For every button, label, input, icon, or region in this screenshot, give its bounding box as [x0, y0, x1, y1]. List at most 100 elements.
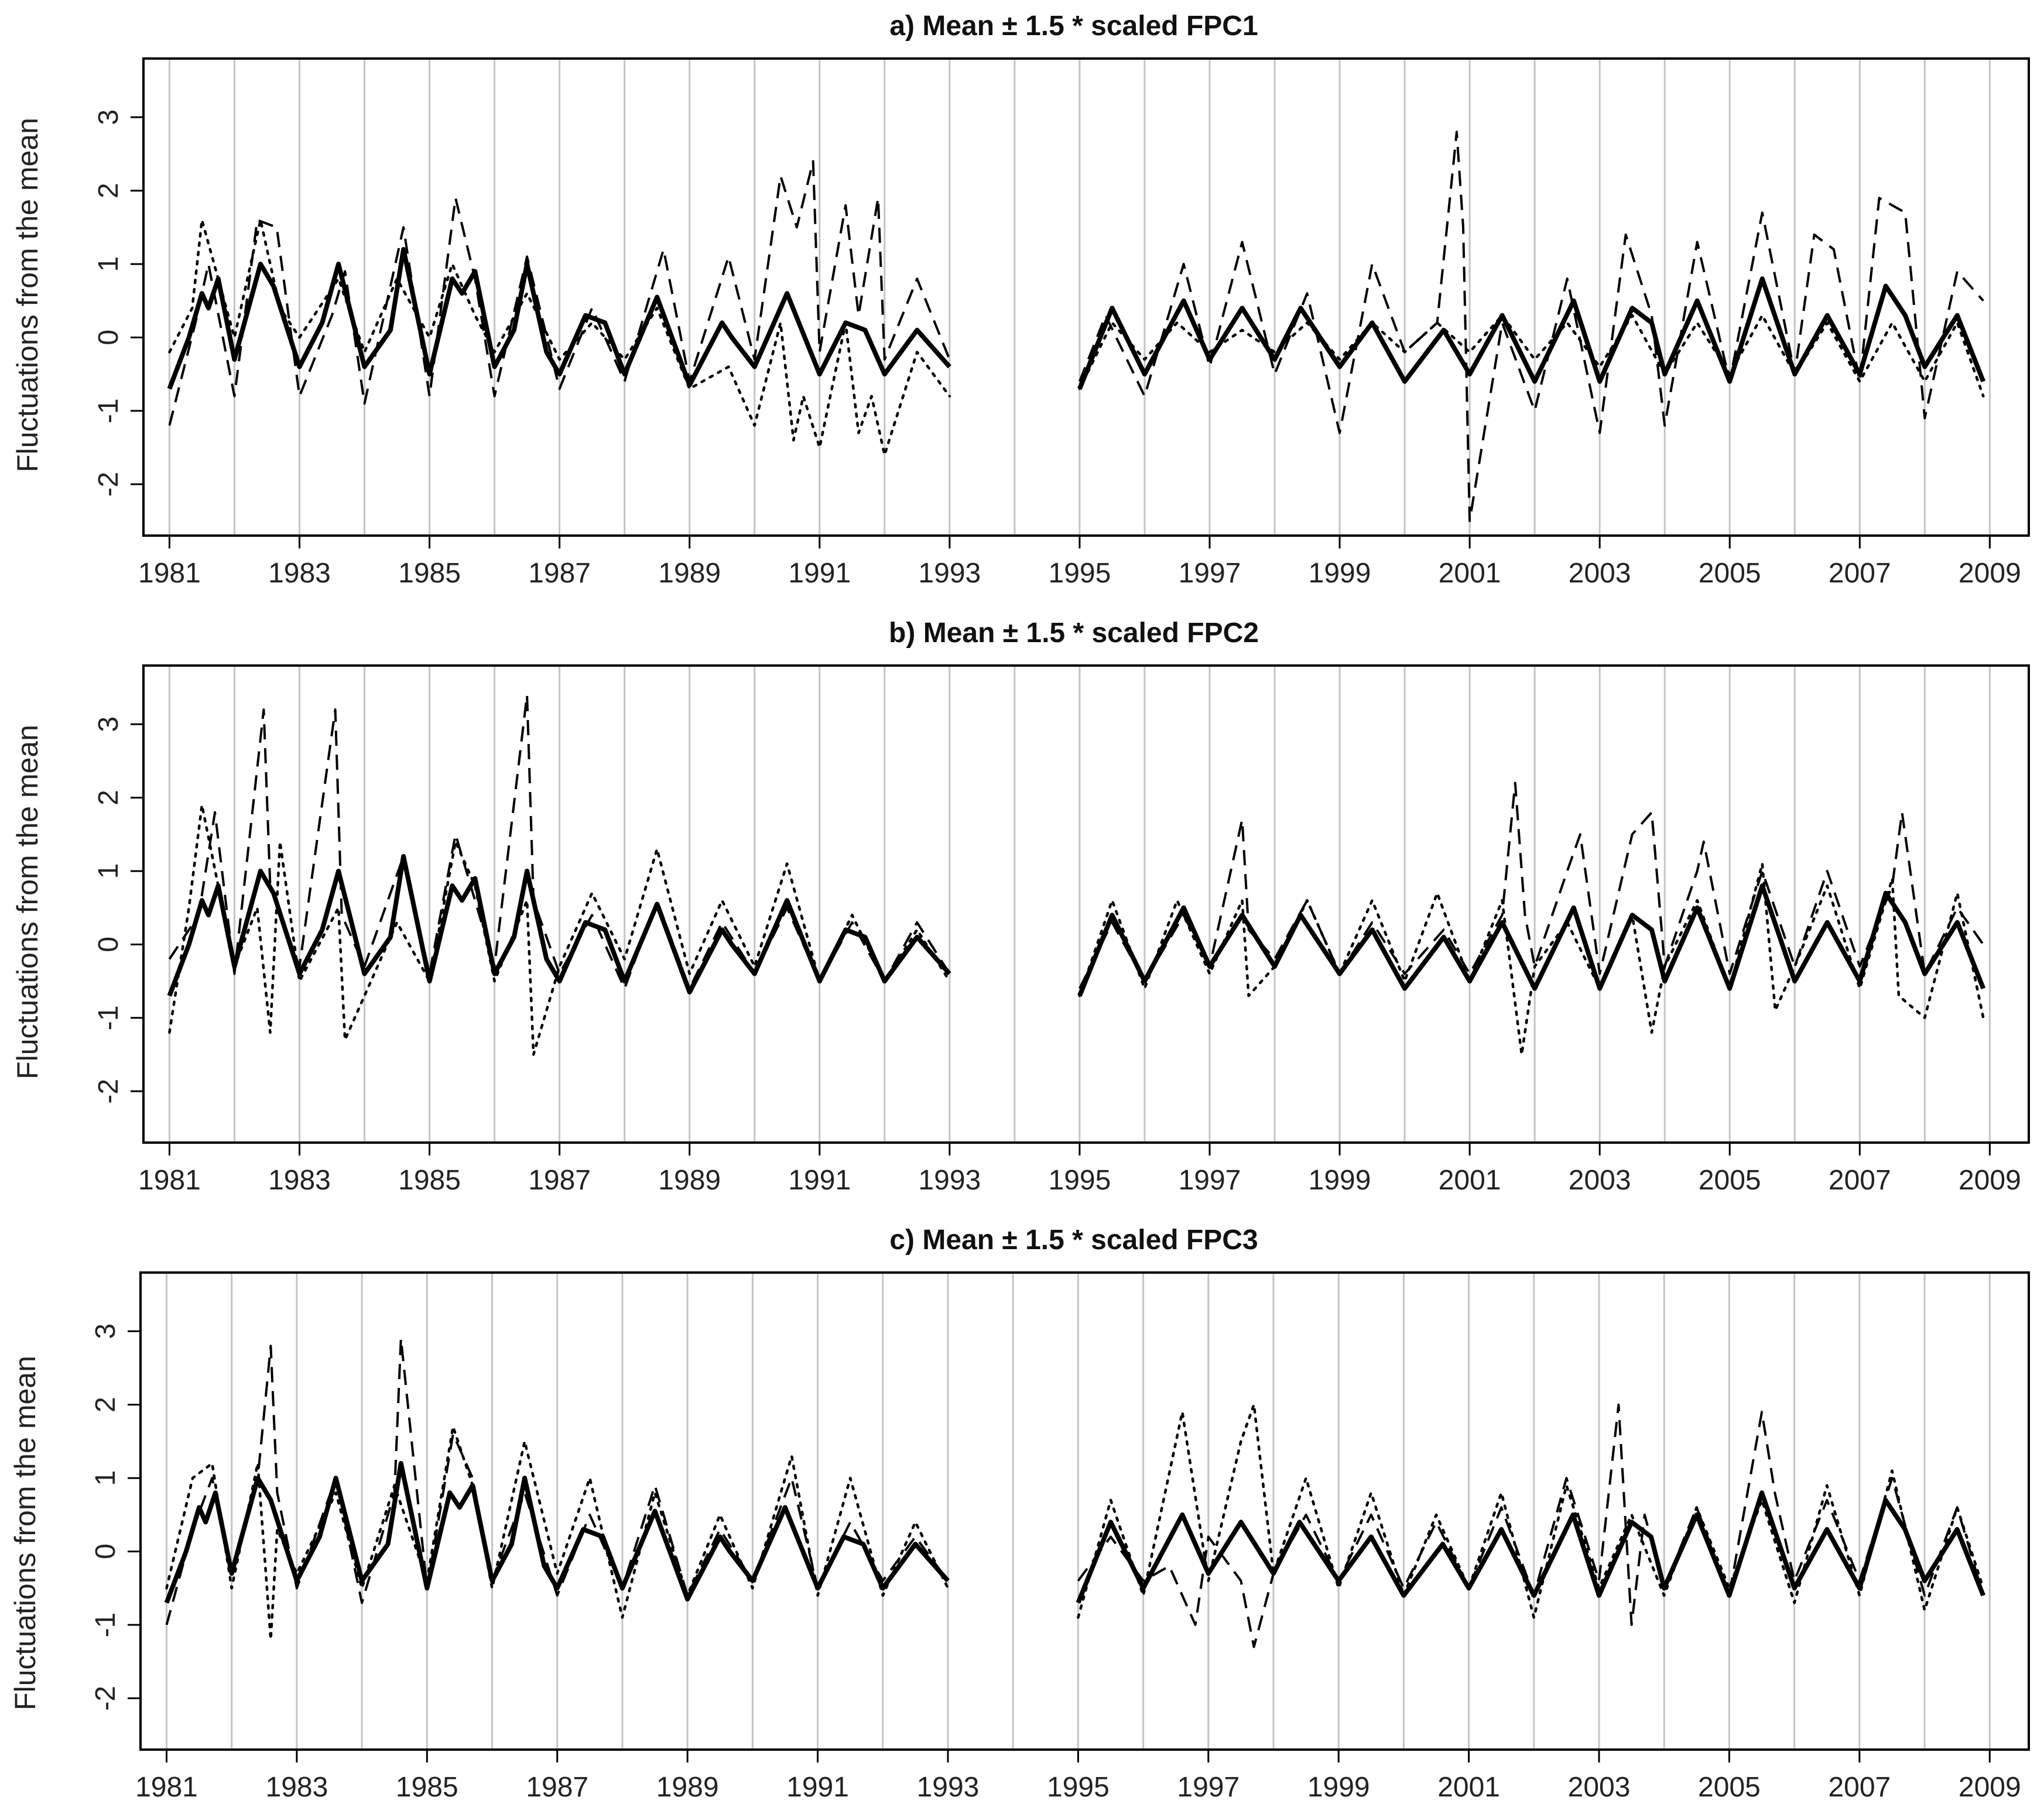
panel-b-x-axis: 1981 1983 1985 1987 1989 1991 1993 1995 1997 1999… [138, 1143, 2021, 1196]
panel-c-y-axis: -2 -1 0 1 2 3 [90, 1323, 141, 1711]
panel-a-ytick-label--1: -1 [93, 399, 124, 424]
panel-a-series-dashed-segment-2 [1079, 131, 1984, 522]
panel-c-xtick-label-1997: 1997 [1177, 1772, 1240, 1803]
panel-a-xtick-label-2005: 2005 [1699, 558, 1761, 589]
panel-b-xtick-label-1991: 1991 [788, 1165, 851, 1196]
panel-a-series-group [167, 131, 1986, 522]
panel-a-ytick-label--2: -2 [93, 472, 124, 497]
panel-b-xtick-label-2001: 2001 [1439, 1165, 1501, 1196]
panel-b-xtick-label-2009: 2009 [1959, 1165, 2021, 1196]
panel-c-gridlines [165, 1273, 1991, 1750]
panel-a-x-axis: 1981 1983 1985 1987 1989 1991 1993 1995 1997 1999… [138, 536, 2021, 589]
panel-c-xtick-label-2007: 2007 [1828, 1772, 1891, 1803]
panel-a-xtick-label-1987: 1987 [528, 558, 591, 589]
panel-b-ytick-label-3: 3 [93, 716, 124, 732]
panel-a-xtick-label-2003: 2003 [1569, 558, 1631, 589]
panel-a-xtick-label-1983: 1983 [268, 558, 331, 589]
panel-b-series-solid-segment-1 [167, 854, 951, 997]
panel-c-x-axis: 1981 1983 1985 1987 1989 1991 1993 1995 1997 1999… [135, 1750, 2021, 1803]
panel-a-xtick-label-2007: 2007 [1829, 558, 1891, 589]
panel-a-ytick-label-0: 0 [93, 330, 124, 345]
panel-b-ylabel: Fluctuations from the mean [11, 725, 44, 1079]
panel-b-title: b) Mean ± 1.5 * scaled FPC2 [889, 618, 1259, 649]
panel-c-ytick-label-2: 2 [90, 1397, 121, 1412]
panel-b-xtick-label-1983: 1983 [268, 1165, 331, 1196]
panel-a-title: a) Mean ± 1.5 * scaled FPC1 [889, 11, 1258, 42]
panel-c-ytick-label-3: 3 [90, 1323, 121, 1339]
panel-c-xtick-label-1993: 1993 [917, 1772, 980, 1803]
panel-b-ytick-label--1: -1 [93, 1006, 124, 1031]
panel-b-xtick-label-1999: 1999 [1309, 1165, 1371, 1196]
panel-a-plot-frame [142, 57, 2030, 537]
panel-b-series-dashed-segment-1 [168, 694, 951, 990]
panel-a-xtick-label-1995: 1995 [1049, 558, 1111, 589]
panel-b-y-axis: -2 -1 0 1 2 3 [93, 716, 143, 1104]
panel-b-ytick-label-0: 0 [93, 937, 124, 952]
panel-c-ytick-label-1: 1 [90, 1470, 121, 1486]
panel-c-ylabel: Fluctuations from the mean [9, 1356, 42, 1710]
panel-c-xtick-label-1985: 1985 [396, 1772, 458, 1803]
panel-c-xtick-label-1995: 1995 [1047, 1772, 1110, 1803]
panel-a-ylabel: Fluctuations from the mean [11, 118, 44, 472]
panel-c-ytick-label--2: -2 [90, 1686, 121, 1711]
panel-a-series-solid-segment-2 [1077, 276, 1986, 390]
panel-c-xtick-label-1987: 1987 [526, 1772, 588, 1803]
panel-a-ytick-label-1: 1 [93, 256, 124, 272]
panel-c-ytick-label-0: 0 [90, 1544, 121, 1559]
panel-b-xtick-label-1997: 1997 [1179, 1165, 1241, 1196]
panel-a-xtick-label-2001: 2001 [1439, 558, 1501, 589]
panel-b-xtick-label-1993: 1993 [918, 1165, 981, 1196]
panel-b-xtick-label-1995: 1995 [1049, 1165, 1111, 1196]
panel-c: c) Mean ± 1.5 * scaled FPC3 Fluctuations… [9, 1225, 2030, 1803]
panel-c-series-solid-segment-1 [164, 1461, 950, 1604]
panel-a-series-dashed-segment-1 [168, 160, 951, 426]
panel-b-gridlines [168, 666, 1991, 1143]
panel-c-series-solid-segment-2 [1076, 1490, 1985, 1604]
panel-a-ytick-label-3: 3 [93, 109, 124, 125]
panel-b-series-group [167, 694, 1986, 1056]
panel-b-xtick-label-1981: 1981 [138, 1165, 201, 1196]
panel-c-xtick-label-1999: 1999 [1307, 1772, 1370, 1803]
panel-a-xtick-label-1985: 1985 [398, 558, 461, 589]
panel-b-plot-frame [142, 664, 2030, 1144]
panel-a-xtick-label-1999: 1999 [1309, 558, 1371, 589]
panel-b-ytick-label-2: 2 [93, 790, 124, 805]
panel-c-series-dotted-segment-2 [1077, 1403, 1985, 1619]
panel-b-series-dashed-segment-2 [1079, 781, 1984, 989]
panel-b-xtick-label-1985: 1985 [398, 1165, 461, 1196]
panel-c-ytick-label--1: -1 [90, 1613, 121, 1638]
panel-c-xtick-label-2001: 2001 [1437, 1772, 1500, 1803]
panel-b-series-solid-segment-2 [1077, 883, 1986, 997]
panel-c-plot-frame [139, 1271, 2030, 1751]
panel-b-xtick-label-2003: 2003 [1569, 1165, 1631, 1196]
panel-c-xtick-label-1991: 1991 [786, 1772, 849, 1803]
panel-c-xtick-label-1989: 1989 [656, 1772, 719, 1803]
panel-a-xtick-label-2009: 2009 [1959, 558, 2021, 589]
panel-c-series-dashed-segment-1 [165, 1337, 949, 1626]
panel-a-series-solid-segment-1 [167, 247, 951, 390]
panel-c-series-group [164, 1337, 1985, 1648]
panel-a-xtick-label-1991: 1991 [788, 558, 851, 589]
panel-b-xtick-label-1987: 1987 [528, 1165, 591, 1196]
panel-a-y-axis: -2 -1 0 1 2 3 [93, 109, 143, 497]
panel-c-series-dotted-segment-1 [165, 1425, 950, 1641]
panel-a-xtick-label-1989: 1989 [658, 558, 721, 589]
panel-c-title: c) Mean ± 1.5 * scaled FPC3 [889, 1225, 1258, 1256]
panel-a: a) Mean ± 1.5 * scaled FPC1 Fluctuations… [11, 11, 2030, 589]
panel-a-xtick-label-1997: 1997 [1179, 558, 1241, 589]
panel-c-xtick-label-1981: 1981 [135, 1772, 198, 1803]
panel-b-xtick-label-2007: 2007 [1829, 1165, 1891, 1196]
panel-c-xtick-label-2005: 2005 [1698, 1772, 1761, 1803]
panel-a-xtick-label-1993: 1993 [918, 558, 981, 589]
panel-b-series-dotted-segment-1 [168, 803, 951, 1056]
panel-b-xtick-label-2005: 2005 [1699, 1165, 1761, 1196]
panel-a-ytick-label-2: 2 [93, 183, 124, 198]
panel-a-gridlines [168, 59, 1991, 536]
panel-a-xtick-label-1981: 1981 [138, 558, 201, 589]
panel-b-series-dotted-segment-2 [1078, 862, 1985, 1056]
panel-b-ytick-label--2: -2 [93, 1079, 124, 1104]
panel-c-xtick-label-2009: 2009 [1959, 1772, 2021, 1803]
panel-b-ytick-label-1: 1 [93, 863, 124, 879]
panel-c-xtick-label-1983: 1983 [266, 1772, 328, 1803]
